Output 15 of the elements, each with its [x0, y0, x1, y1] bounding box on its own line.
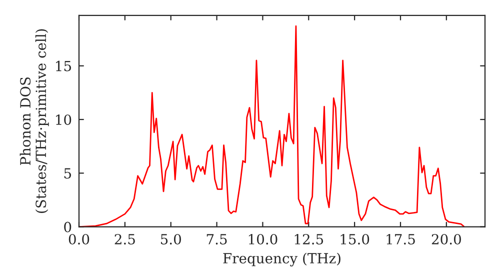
y-tick-label: 15 — [56, 60, 71, 72]
y-tick-label: 5 — [64, 168, 71, 179]
x-tick-label: 17.5 — [386, 234, 415, 244]
y-tick-label: 10 — [56, 114, 72, 125]
x-tick-label: 7.5 — [206, 234, 227, 244]
x-tick-label: 12.5 — [294, 234, 324, 244]
x-tick-label: 2.5 — [114, 234, 135, 244]
x-tick-label: 0.0 — [68, 234, 90, 244]
x-tick-label: 15.0 — [340, 234, 370, 244]
x-tick-label: 5.0 — [160, 234, 181, 244]
y-axis-title: Phonon DOS (States/THz·primitive cell) — [20, 29, 49, 213]
x-axis-title: Frequency (THz) — [223, 252, 340, 266]
x-tick-label: 10.0 — [248, 234, 278, 244]
x-tick-label: 20.0 — [432, 234, 461, 244]
y-tick-label: 0 — [64, 222, 72, 232]
